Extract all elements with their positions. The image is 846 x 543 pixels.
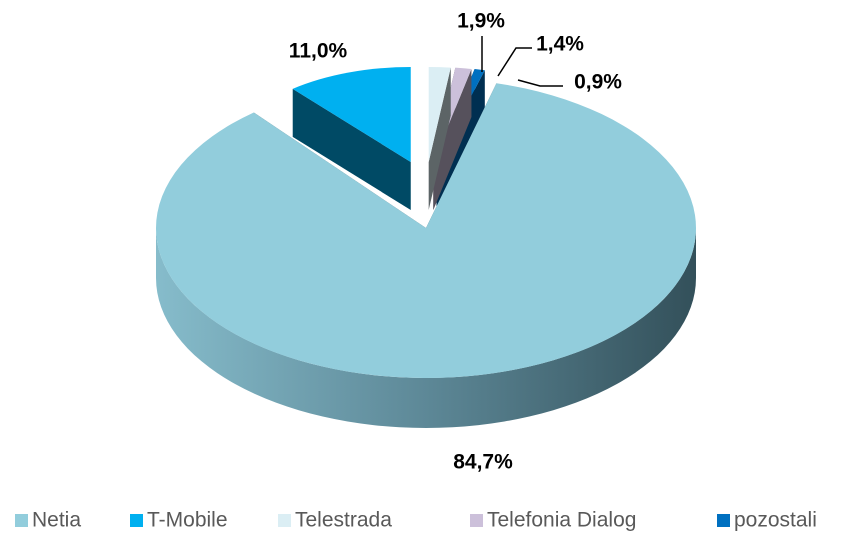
legend: Netia T-Mobile Telestrada Telefonia Dialog p… — [15, 509, 817, 532]
legend-swatch — [130, 514, 143, 527]
legend-label: Telefonia Dialog — [487, 509, 636, 532]
leader-line — [497, 47, 532, 77]
legend-swatch — [15, 514, 28, 527]
slice — [292, 67, 411, 210]
slice-top — [292, 67, 411, 162]
slice-top — [428, 67, 451, 162]
data-label: 84,7% — [453, 451, 513, 474]
slice-wall — [428, 67, 451, 210]
legend-label: Telestrada — [295, 509, 392, 532]
slice — [156, 83, 697, 428]
data-labels: 84,7% 11,0% 1,9% 1,4% 0,9% — [289, 10, 622, 474]
slice — [428, 67, 451, 210]
legend-swatch — [470, 514, 483, 527]
pie — [156, 67, 697, 428]
data-label: 0,9% — [574, 71, 622, 94]
legend-swatch — [717, 514, 730, 527]
leader-line — [517, 79, 563, 87]
slice-wall — [433, 69, 472, 210]
legend-label: T-Mobile — [147, 509, 228, 532]
slice-side — [156, 228, 696, 428]
slice-top — [156, 83, 697, 378]
legend-label: Netia — [32, 509, 81, 532]
data-label: 1,4% — [536, 33, 584, 56]
legend-label: pozostali — [734, 509, 817, 532]
legend-swatch — [278, 514, 291, 527]
data-label: 11,0% — [289, 40, 348, 63]
slice-wall — [292, 88, 411, 210]
data-label: 1,9% — [457, 10, 505, 33]
